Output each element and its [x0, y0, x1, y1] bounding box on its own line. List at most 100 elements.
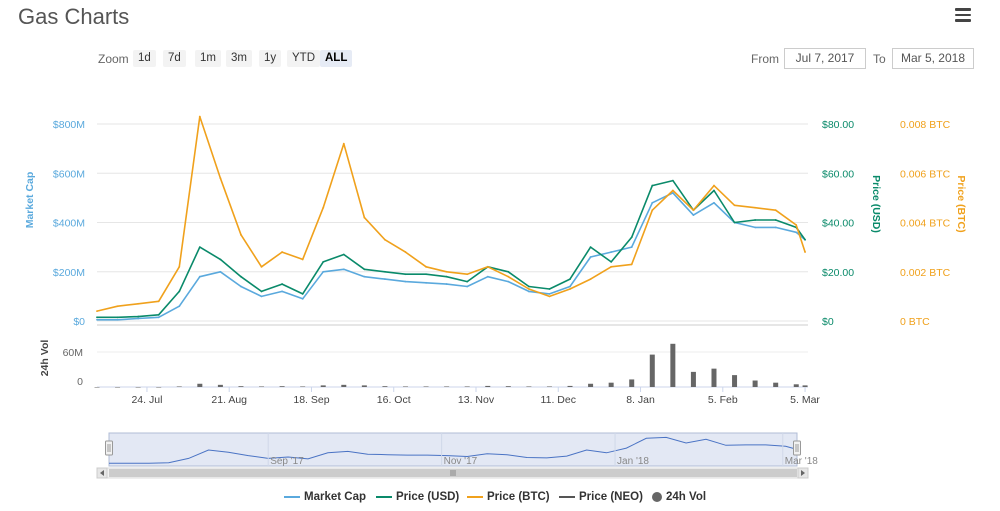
data-point: [610, 261, 613, 263]
volume-bar: [259, 386, 265, 387]
data-point: [569, 288, 571, 290]
volume-bar: [588, 383, 594, 387]
data-point: [610, 251, 613, 253]
zoom-button-ytd[interactable]: YTD: [287, 50, 320, 67]
data-point: [445, 270, 448, 273]
data-point: [630, 246, 633, 249]
volume-bar: [732, 375, 738, 387]
market-cap-tick-label: $400M: [53, 218, 85, 230]
data-point: [692, 209, 695, 212]
volume-bar: [505, 386, 511, 387]
price-usd-axis-title: Price (USD): [870, 175, 882, 233]
volume-bar: [793, 384, 799, 387]
data-point: [507, 280, 510, 283]
data-point: [260, 265, 263, 268]
zoom-button-all[interactable]: ALL: [320, 50, 353, 67]
volume-bar: [670, 343, 676, 387]
data-point: [96, 318, 98, 321]
volume-bar: [341, 384, 347, 387]
volume-bar: [608, 382, 614, 387]
legend-price-btc[interactable]: Price (BTC): [467, 491, 550, 503]
zoom-button-1m[interactable]: 1m: [195, 50, 221, 67]
navigator-handle[interactable]: [793, 440, 801, 456]
volume-tick-label: 0: [77, 376, 83, 388]
data-point: [198, 115, 201, 118]
legend-line-icon: [376, 495, 392, 498]
data-point: [281, 251, 283, 253]
data-point: [240, 285, 242, 288]
zoom-button-1d[interactable]: 1d: [133, 50, 156, 67]
volume-bar: [361, 385, 367, 387]
volume-tick-label: 60M: [63, 347, 83, 359]
data-point: [713, 184, 715, 187]
data-point: [425, 273, 427, 276]
data-point: [404, 273, 407, 276]
legend-label: 24h Vol: [666, 491, 707, 503]
data-point: [96, 316, 98, 319]
data-point: [178, 265, 181, 268]
data-point: [651, 184, 654, 187]
data-point: [363, 275, 366, 278]
from-date-input[interactable]: Jul 7, 2017: [784, 48, 866, 69]
legend-price-neo[interactable]: Price (NEO): [559, 491, 643, 503]
volume-bar: [176, 386, 182, 387]
volume-bar: [711, 368, 717, 387]
data-point: [260, 290, 263, 293]
price-btc-tick-label: 0.006 BTC: [900, 168, 951, 180]
data-point: [198, 246, 201, 249]
data-point: [671, 179, 674, 182]
volume-bar: [402, 386, 408, 387]
market-cap-tick-label: $600M: [53, 168, 85, 180]
hamburger-menu-icon[interactable]: [955, 8, 971, 22]
to-date-input[interactable]: Mar 5, 2018: [892, 48, 974, 69]
volume-bar: [423, 386, 429, 387]
zoom-button-1y[interactable]: 1y: [259, 50, 282, 67]
volume-bar: [300, 386, 306, 387]
zoom-button-3m[interactable]: 3m: [226, 50, 252, 67]
data-point: [733, 204, 736, 207]
volume-bar: [135, 387, 141, 388]
data-point: [240, 233, 242, 236]
data-point: [425, 265, 427, 268]
volume-bar: [752, 380, 758, 387]
legend-market-cap[interactable]: Market Cap: [284, 491, 366, 503]
data-point: [384, 278, 386, 281]
x-tick-label: 18. Sep: [293, 394, 329, 406]
zoom-button-7d[interactable]: 7d: [163, 50, 186, 67]
navigator-tick-label: Nov '17: [444, 456, 478, 467]
scroll-right-arrow-icon: [801, 470, 805, 476]
navigator-tick-label: Mar '18: [785, 456, 818, 467]
volume-bar: [279, 386, 285, 387]
data-point: [527, 285, 530, 288]
legend-price-usd[interactable]: Price (USD): [376, 491, 459, 503]
data-point: [548, 288, 551, 290]
volume-bar: [115, 387, 121, 388]
data-point: [671, 189, 674, 192]
volume-bar: [485, 385, 491, 387]
navigator-handle[interactable]: [105, 440, 113, 456]
data-point: [404, 251, 407, 253]
from-label: From: [751, 52, 779, 66]
data-point: [569, 278, 571, 281]
volume-bar: [217, 384, 223, 387]
legend-line-icon: [284, 495, 300, 498]
volume-bar: [649, 354, 655, 387]
data-point: [425, 281, 427, 284]
data-point: [466, 280, 469, 283]
data-point: [589, 246, 592, 249]
x-tick-label: 16. Oct: [377, 394, 411, 406]
data-point: [322, 261, 325, 263]
data-point: [363, 268, 366, 271]
legend-volume[interactable]: 24h Vol: [652, 491, 706, 503]
page-title: Gas Charts: [18, 4, 130, 29]
volume-bar: [802, 385, 808, 387]
volume-bar: [94, 387, 100, 388]
data-point: [137, 315, 140, 318]
data-point: [301, 293, 304, 295]
data-point: [527, 290, 530, 293]
data-point: [466, 285, 469, 288]
market-cap-tick-label: $0: [73, 316, 85, 328]
data-point: [178, 290, 181, 293]
volume-bar: [464, 386, 470, 387]
volume-bar: [690, 371, 696, 387]
